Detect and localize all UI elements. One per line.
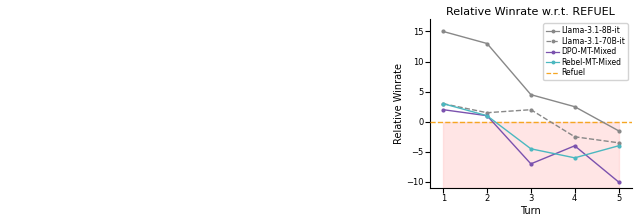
X-axis label: Turn: Turn [520, 206, 541, 216]
Y-axis label: Relative Winrate: Relative Winrate [394, 63, 404, 144]
Legend: Llama-3.1-8B-it, Llama-3.1-70B-it, DPO-MT-Mixed, Rebel-MT-Mixed, Refuel: Llama-3.1-8B-it, Llama-3.1-70B-it, DPO-M… [543, 23, 628, 81]
Title: Relative Winrate w.r.t. REFUEL: Relative Winrate w.r.t. REFUEL [447, 7, 615, 17]
